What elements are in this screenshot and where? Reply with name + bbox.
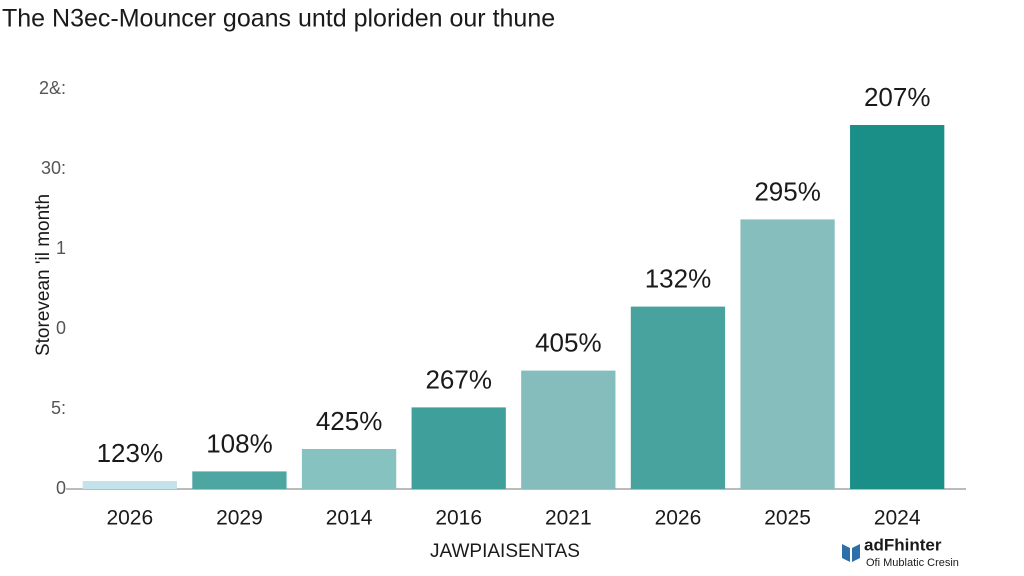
bar-annotation: 108% [206, 428, 273, 458]
y-tick-label: 5: [51, 398, 66, 418]
bar [82, 481, 177, 489]
y-tick-label: 0 [56, 318, 66, 338]
bar-annotation: 425% [316, 406, 383, 436]
bar-annotation: 132% [645, 263, 712, 293]
bar-annotation: 207% [864, 82, 931, 112]
bar [740, 219, 835, 489]
bar-annotation: 405% [535, 327, 602, 357]
x-tick-label: 2024 [874, 507, 921, 530]
x-axis-label: JAWPIAISENTAS [430, 541, 580, 562]
bar-annotation: 267% [425, 364, 492, 394]
bar [301, 449, 397, 489]
x-tick-label: 2026 [655, 507, 702, 530]
y-tick-label: 0 [56, 478, 66, 498]
bar [411, 407, 506, 489]
x-tick-label: 2021 [545, 507, 592, 530]
x-tick-label: 2016 [435, 507, 482, 530]
logo-name: adFhinter [864, 535, 942, 554]
logo-icon [842, 544, 860, 562]
y-tick-label: 2&: [39, 78, 66, 98]
chart-title: The N3ec-Mouncer goans untd ploriden our… [2, 5, 555, 33]
bar [521, 370, 616, 489]
x-tick-label: 2025 [764, 507, 811, 530]
bar-annotation: 123% [97, 438, 164, 468]
x-tick-label: 2014 [326, 507, 373, 530]
x-tick-label: 2029 [216, 507, 263, 530]
y-tick-label: 30: [41, 158, 66, 178]
bar-annotation: 295% [754, 176, 821, 206]
logo-tagline: Ofi Mublatic Cresin [866, 557, 959, 569]
x-tick-label: 2026 [106, 507, 153, 530]
bar [850, 125, 945, 489]
bar [192, 471, 287, 489]
bar [630, 306, 726, 489]
y-axis-label: Storevean 'il month [33, 194, 54, 356]
y-tick-label: 1 [56, 238, 66, 258]
